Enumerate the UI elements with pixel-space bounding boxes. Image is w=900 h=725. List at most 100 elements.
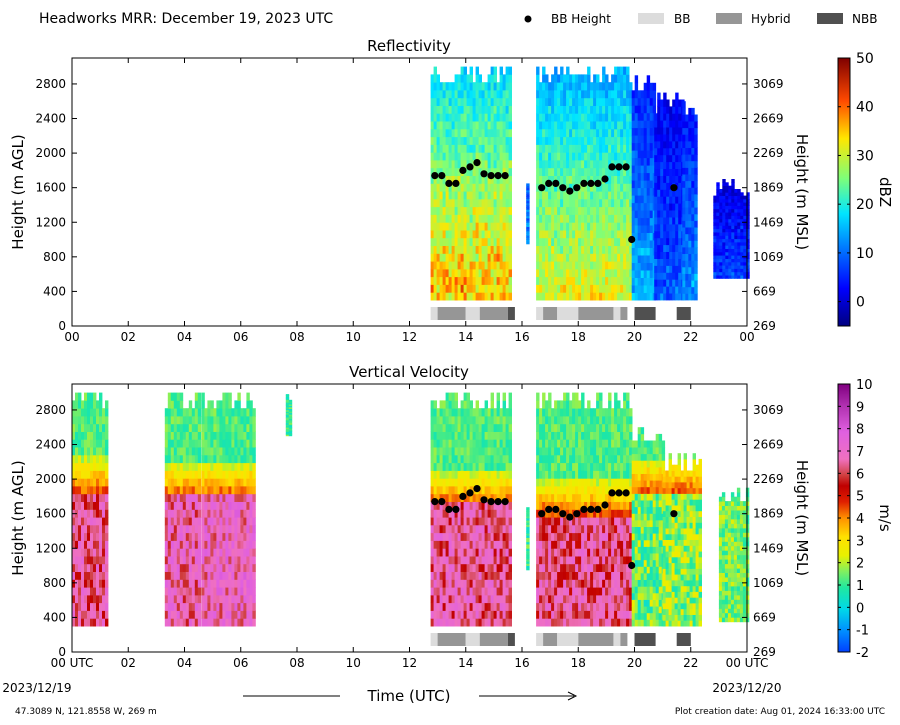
heatmap-cell bbox=[575, 121, 579, 130]
heatmap-cell bbox=[740, 218, 744, 223]
heatmap-cell bbox=[649, 120, 654, 129]
heatmap-cell bbox=[75, 400, 79, 409]
heatmap-cell bbox=[581, 237, 585, 246]
heatmap-cell bbox=[460, 198, 464, 208]
heatmap-cell bbox=[439, 198, 443, 208]
heatmap-cell bbox=[484, 175, 488, 184]
heatmap-cell bbox=[252, 571, 256, 580]
heatmap-cell bbox=[460, 594, 464, 604]
heatmap-cell bbox=[617, 198, 621, 208]
heatmap-cell bbox=[234, 587, 238, 596]
heatmap-cell bbox=[587, 90, 591, 99]
heatmap-cell bbox=[554, 113, 558, 122]
heatmap-cell bbox=[448, 160, 452, 169]
heatmap-cell bbox=[490, 400, 494, 409]
heatmap-cell bbox=[469, 128, 473, 138]
heatmap-cell bbox=[484, 261, 488, 270]
heatmap-cell bbox=[448, 253, 452, 262]
heatmap-cell bbox=[439, 571, 443, 580]
heatmap-cell bbox=[746, 268, 750, 273]
heatmap-cell bbox=[734, 265, 738, 269]
heatmap-cell bbox=[288, 405, 293, 408]
heatmap-cell bbox=[182, 423, 187, 432]
heatmap-cell bbox=[288, 427, 293, 429]
heatmap-cell bbox=[442, 493, 446, 502]
heatmap-cell bbox=[678, 147, 682, 156]
heatmap-cell bbox=[454, 183, 458, 192]
heatmap-cell bbox=[463, 408, 467, 417]
heatmap-cell bbox=[542, 268, 546, 278]
heatmap-cell bbox=[105, 548, 109, 557]
heatmap-cell bbox=[563, 253, 567, 262]
heatmap-cell bbox=[454, 261, 458, 270]
heatmap-cell bbox=[722, 242, 726, 246]
heatmap-cell bbox=[566, 97, 570, 106]
heatmap-cell bbox=[216, 594, 220, 604]
heatmap-cell bbox=[96, 532, 100, 541]
heatmap-cell bbox=[234, 493, 238, 502]
heatmap-cell bbox=[285, 424, 290, 427]
heatmap-cell bbox=[228, 454, 232, 464]
heatmap-cell bbox=[436, 206, 440, 215]
heatmap-cell bbox=[493, 292, 497, 301]
x-tick-label: 16 bbox=[514, 330, 529, 344]
heatmap-cell bbox=[457, 284, 461, 293]
heatmap-cell bbox=[176, 447, 181, 456]
heatmap-cell bbox=[472, 276, 476, 285]
heatmap-cell bbox=[75, 454, 79, 464]
heatmap-cell bbox=[490, 610, 494, 619]
heatmap-cell bbox=[451, 548, 455, 557]
heatmap-cell bbox=[478, 136, 482, 145]
heatmap-cell bbox=[737, 232, 741, 236]
heatmap-cell bbox=[207, 602, 211, 611]
heatmap-cell bbox=[691, 227, 695, 235]
heatmap-cell bbox=[285, 418, 290, 421]
heatmap-cell bbox=[96, 579, 100, 588]
heatmap-cell bbox=[90, 470, 94, 479]
heatmap-cell bbox=[240, 548, 244, 557]
heatmap-cell bbox=[472, 136, 476, 145]
heatmap-cell bbox=[219, 610, 223, 619]
heatmap-cell bbox=[288, 399, 293, 402]
legend-label: BB bbox=[674, 12, 690, 26]
heatmap-cell bbox=[439, 579, 443, 588]
heatmap-cell bbox=[631, 135, 636, 144]
heatmap-cell bbox=[623, 113, 627, 122]
heatmap-cell bbox=[475, 268, 479, 278]
heatmap-cell bbox=[563, 90, 567, 99]
heatmap-cell bbox=[457, 517, 461, 526]
heatmap-cell bbox=[460, 478, 464, 487]
heatmap-cell bbox=[167, 579, 172, 588]
heatmap-cell bbox=[234, 571, 238, 580]
heatmap-cell bbox=[472, 245, 476, 254]
heatmap-cell bbox=[478, 191, 482, 200]
heatmap-cell bbox=[222, 618, 226, 627]
heatmap-cell bbox=[634, 135, 639, 144]
heatmap-cell bbox=[743, 232, 747, 236]
heatmap-cell bbox=[617, 82, 621, 91]
heatmap-cell bbox=[554, 121, 558, 130]
heatmap-cell bbox=[649, 150, 654, 159]
heatmap-cell bbox=[481, 454, 485, 464]
heatmap-cell bbox=[505, 175, 509, 184]
heatmap-cell bbox=[243, 416, 247, 425]
heatmap-cell bbox=[505, 66, 509, 75]
heatmap-cell bbox=[675, 175, 679, 183]
heatmap-cell bbox=[249, 579, 253, 588]
heatmap-cell bbox=[657, 196, 661, 204]
heatmap-cell bbox=[620, 144, 624, 153]
heatmap-cell bbox=[445, 431, 449, 440]
heatmap-cell bbox=[629, 128, 633, 138]
heatmap-cell bbox=[654, 127, 658, 135]
heatmap-cell bbox=[430, 579, 434, 588]
heatmap-cell bbox=[631, 195, 636, 204]
heatmap-cell bbox=[617, 292, 621, 301]
heatmap-cell bbox=[481, 540, 485, 549]
heatmap-cell bbox=[72, 610, 76, 619]
heatmap-cell bbox=[526, 217, 530, 221]
heatmap-cell bbox=[578, 105, 582, 114]
heatmap-cell bbox=[201, 509, 205, 518]
heatmap-cell bbox=[484, 548, 488, 557]
heatmap-cell bbox=[637, 292, 642, 301]
heatmap-cell bbox=[649, 90, 654, 99]
